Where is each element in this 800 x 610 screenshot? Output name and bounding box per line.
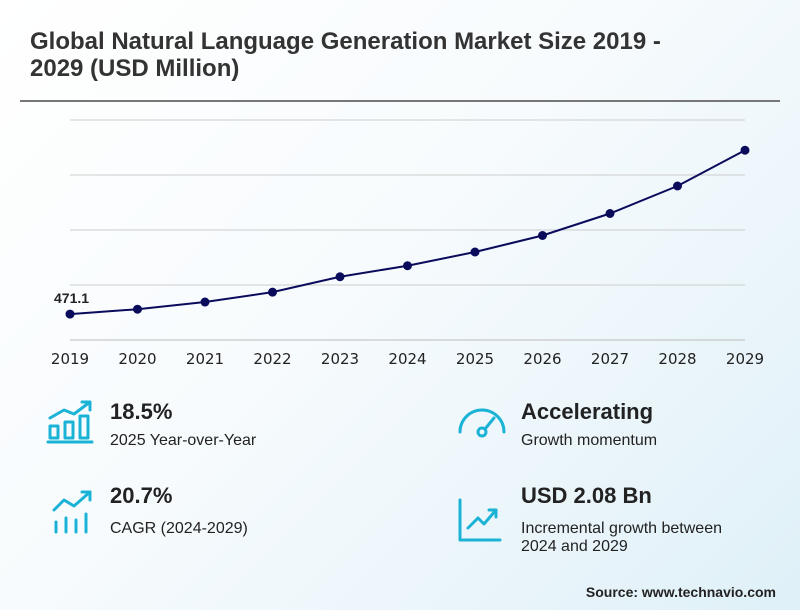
stat-cagr: 20.7% CAGR (2024-2029) [110,484,248,538]
data-point [335,272,345,282]
x-tick-label: 2027 [591,350,629,368]
x-tick-label: 2024 [388,350,426,368]
trend-bars-icon [50,488,98,541]
stat-yoy-value: 18.5% [110,399,173,424]
data-point [673,181,682,191]
x-tick-label: 2023 [321,350,359,368]
x-tick-label: 2029 [726,350,764,368]
x-tick-label: 2021 [186,350,224,368]
source-credit: Source: www.technavio.com [585,584,776,600]
stat-incremental-label: Incremental growth between 2024 and 2029 [521,520,722,555]
data-point [470,247,480,257]
stat-momentum: Accelerating Growth momentum [521,400,657,450]
line-chart: 2019 2020 2021 2022 2023 2024 2025 2026 2027 2028… [51,119,764,368]
stat-momentum-value: Accelerating [521,399,654,424]
stat-incremental: USD 2.08 Bn Incremental growth between 2… [521,484,761,556]
data-point [133,304,142,314]
bar-chart-icon [46,398,94,449]
x-tick-label: 2019 [51,350,89,368]
data-point [740,145,750,155]
data-point [605,209,615,218]
stat-cagr-label: CAGR (2024-2029) [110,520,248,537]
growth-chart-icon [456,496,504,549]
stat-yoy: 18.5% 2025 Year-over-Year [110,400,256,450]
data-point [403,261,412,271]
data-point [65,309,75,319]
chart-title: Global Natural Language Generation Marke… [30,28,661,82]
stat-cagr-value: 20.7% [110,483,173,508]
data-label: 471.1 [54,290,89,306]
x-tick-label: 2022 [253,350,291,368]
x-tick-label: 2028 [658,350,696,368]
x-tick-label: 2026 [523,350,561,368]
data-point [268,287,277,297]
data-point [538,231,547,240]
stat-momentum-label: Growth momentum [521,432,658,449]
title-divider [20,100,780,102]
x-tick-label: 2020 [118,350,156,368]
data-point [200,297,210,307]
gauge-icon [456,404,508,445]
stat-yoy-label: 2025 Year-over-Year [110,432,257,449]
x-tick-label: 2025 [456,350,494,368]
stat-incremental-value: USD 2.08 Bn [521,483,652,508]
